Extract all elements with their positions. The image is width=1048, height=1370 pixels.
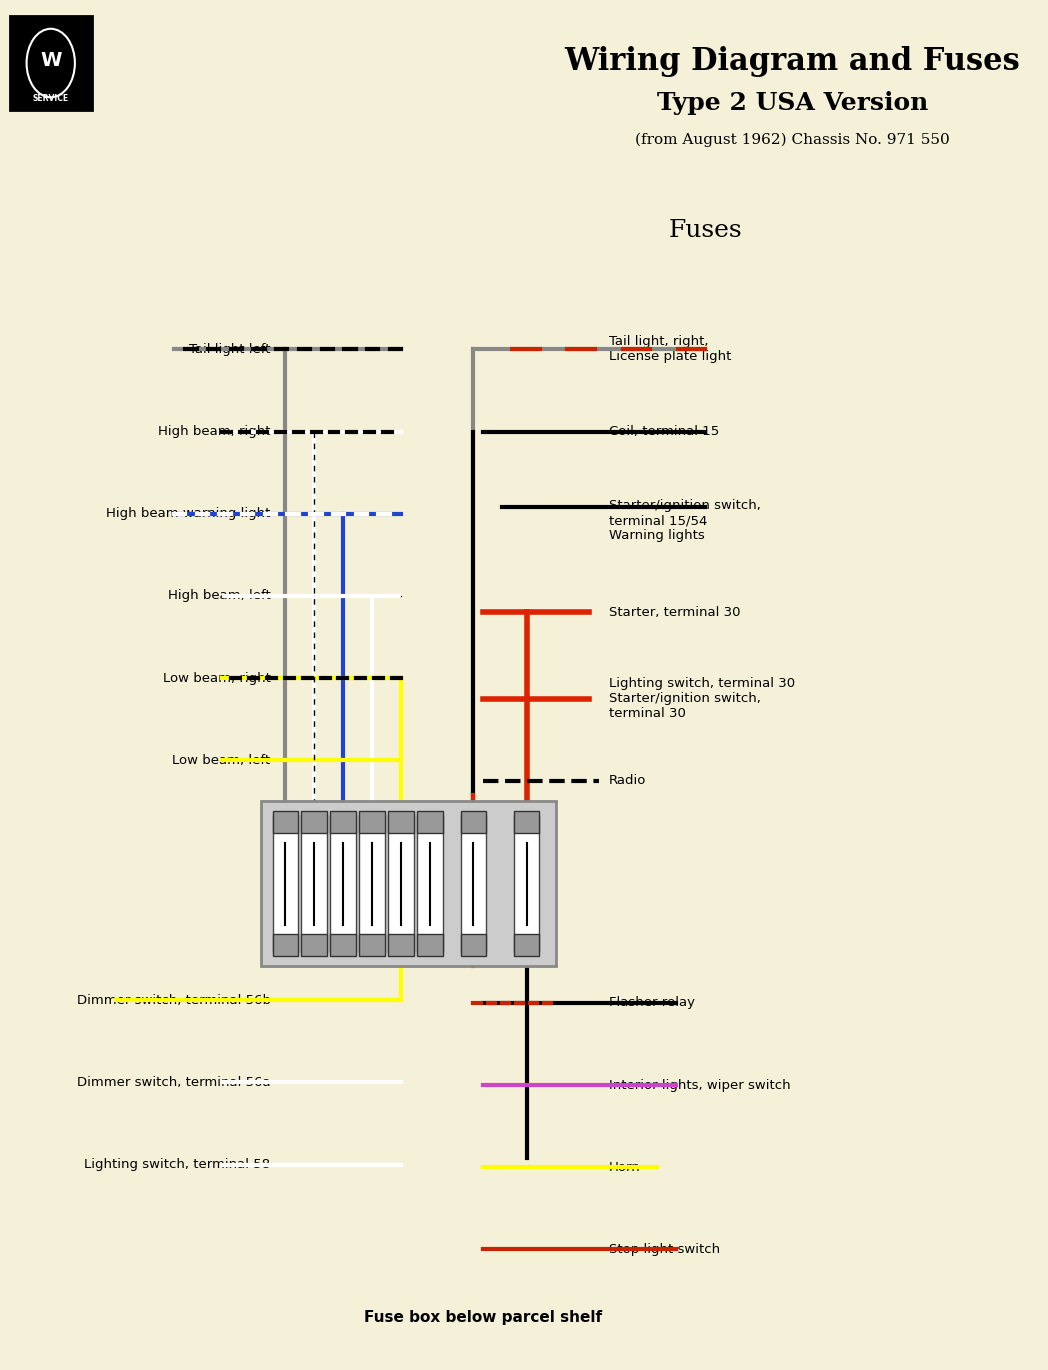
Text: Type 2 USA Version: Type 2 USA Version (657, 90, 929, 115)
Bar (359, 934, 385, 956)
Bar (272, 934, 298, 956)
Text: Low beam, right: Low beam, right (162, 671, 270, 685)
Bar (417, 815, 442, 952)
Text: High beam warning light: High beam warning light (106, 507, 270, 521)
Text: Tail light left: Tail light left (189, 342, 270, 356)
Text: Tail light, right,
License plate light: Tail light, right, License plate light (609, 336, 732, 363)
Text: Interior lights, wiper switch: Interior lights, wiper switch (609, 1078, 790, 1092)
Bar (461, 815, 486, 952)
Bar (272, 815, 298, 952)
Text: Radio: Radio (609, 774, 647, 788)
Bar (302, 934, 327, 956)
Text: High beam, right: High beam, right (158, 425, 270, 438)
Text: (from August 1962) Chassis No. 971 550: (from August 1962) Chassis No. 971 550 (635, 133, 949, 147)
Bar (330, 934, 355, 956)
Text: Lighting switch, terminal 58: Lighting switch, terminal 58 (85, 1158, 270, 1171)
Text: Flasher relay: Flasher relay (609, 996, 695, 1010)
Bar (389, 811, 414, 833)
Bar (261, 801, 555, 966)
Bar (461, 811, 486, 833)
Bar (515, 815, 540, 952)
Bar (302, 811, 327, 833)
Bar (515, 934, 540, 956)
Bar (389, 934, 414, 956)
Text: Fuse box below parcel shelf: Fuse box below parcel shelf (364, 1311, 603, 1325)
Text: Fuses: Fuses (669, 219, 742, 241)
Text: W: W (40, 51, 62, 70)
Bar (272, 811, 298, 833)
Bar (330, 815, 355, 952)
Text: Wiring Diagram and Fuses: Wiring Diagram and Fuses (565, 47, 1021, 77)
Bar (417, 811, 442, 833)
Bar (302, 815, 327, 952)
Text: High beam, left: High beam, left (168, 589, 270, 603)
Text: SERVICE: SERVICE (32, 95, 69, 103)
FancyBboxPatch shape (9, 16, 92, 110)
Bar (389, 815, 414, 952)
Text: Dimmer switch, terminal 56a: Dimmer switch, terminal 56a (77, 1075, 270, 1089)
Text: Starter, terminal 30: Starter, terminal 30 (609, 606, 740, 619)
Text: Low beam, left: Low beam, left (173, 754, 270, 767)
Bar (461, 934, 486, 956)
Circle shape (24, 25, 78, 101)
Text: Horn: Horn (609, 1160, 640, 1174)
Text: Coil, terminal 15: Coil, terminal 15 (609, 425, 719, 438)
Text: Stop light switch: Stop light switch (609, 1243, 720, 1256)
Bar (359, 815, 385, 952)
Bar (515, 811, 540, 833)
Bar (417, 934, 442, 956)
Bar (359, 811, 385, 833)
Bar (330, 811, 355, 833)
Text: Starter/ignition switch,
terminal 15/54
Warning lights: Starter/ignition switch, terminal 15/54 … (609, 499, 761, 543)
Text: Lighting switch, terminal 30
Starter/ignition switch,
terminal 30: Lighting switch, terminal 30 Starter/ign… (609, 677, 794, 721)
Text: Dimmer switch, terminal 56b: Dimmer switch, terminal 56b (77, 993, 270, 1007)
